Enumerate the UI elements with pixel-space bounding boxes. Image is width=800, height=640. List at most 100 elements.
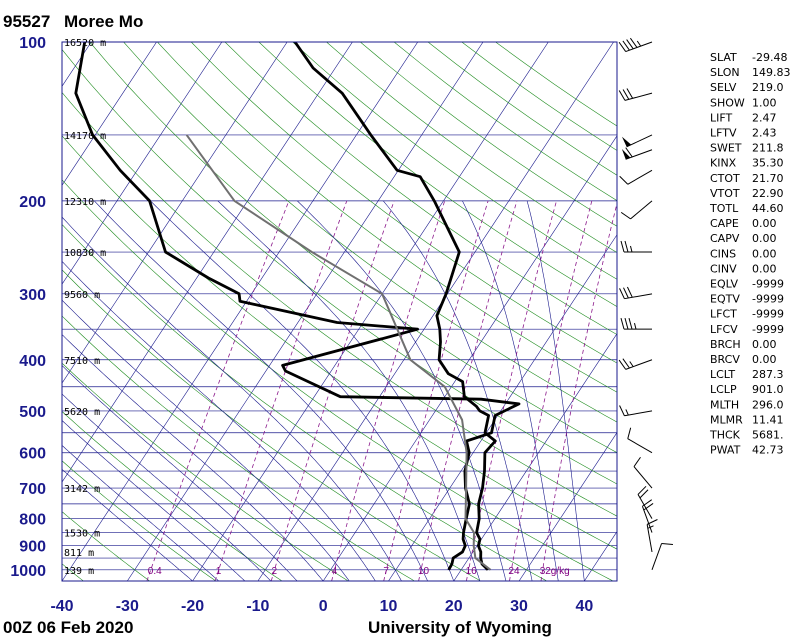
wind-barb-flag	[619, 288, 625, 299]
dry-adiabat	[62, 135, 617, 550]
wind-barb	[618, 37, 653, 53]
moist-adiabat	[62, 393, 272, 581]
index-key: LIFT	[710, 111, 733, 124]
moist-adiabat	[94, 200, 428, 581]
wind-barb	[620, 200, 653, 220]
index-value: -9999	[752, 323, 784, 336]
wind-barb-flag	[618, 90, 626, 101]
wind-barb	[618, 358, 653, 370]
isotherm	[518, 432, 617, 581]
pressure-tick-label: 900	[19, 539, 46, 556]
mixing-ratio-line	[383, 200, 489, 581]
wind-barb	[637, 485, 653, 519]
index-key: THCK	[709, 429, 741, 442]
temperature-tick-label: 20	[445, 598, 463, 615]
dry-adiabat	[62, 49, 617, 485]
station-id: 95527	[3, 12, 50, 31]
index-value: 0.00	[752, 262, 777, 275]
mixing-ratio-label: 1	[216, 566, 222, 577]
isotherm	[62, 42, 288, 384]
dry-adiabat	[190, 42, 617, 364]
dry-adiabat	[89, 42, 617, 453]
wind-barb-half-flag	[634, 323, 637, 330]
wind-barb-flag	[625, 147, 633, 158]
wind-barb-half-flag	[636, 40, 642, 47]
index-key: EQLV	[710, 278, 739, 291]
index-key: SLON	[710, 66, 740, 79]
sounding-traces	[74, 42, 521, 571]
moist-adiabat	[526, 200, 585, 581]
index-key: SWET	[710, 142, 742, 155]
moist-adiabat	[62, 468, 193, 581]
temperature-tick-label: 30	[510, 598, 528, 615]
wind-barb-flag	[626, 286, 633, 298]
wind-barb-flag	[627, 427, 632, 439]
index-value: 21.70	[752, 172, 784, 185]
temperature-tick-label: -30	[116, 598, 139, 615]
dry-adiabat	[62, 411, 283, 581]
isotherm	[62, 42, 223, 285]
index-value: 2.47	[752, 111, 777, 124]
index-key: BRCV	[710, 353, 740, 366]
dry-adiabat	[62, 511, 150, 581]
index-value: 219.0	[752, 81, 784, 94]
index-value: 211.8	[752, 142, 784, 155]
isotherm	[62, 42, 418, 581]
wind-barb	[620, 318, 652, 330]
dry-adiabat	[62, 223, 547, 581]
mixing-ratio-label: 2	[272, 566, 278, 577]
index-value: 149.83	[752, 66, 791, 79]
wind-barb-pennant	[621, 148, 631, 160]
wind-barb-flag	[619, 405, 625, 417]
wind-barb-staff	[633, 466, 653, 489]
mixing-ratio-label: 0.4	[148, 566, 162, 577]
wind-barbs	[618, 37, 673, 570]
dewpoint-trace	[74, 42, 521, 571]
isotherm	[62, 42, 353, 483]
isotherm	[127, 42, 484, 581]
wind-barb-half-flag	[629, 361, 634, 367]
wind-barb-staff	[626, 134, 653, 148]
wind-barb-flag	[622, 40, 630, 51]
wind-barb-flag	[623, 287, 629, 299]
index-key: LFCV	[710, 323, 738, 336]
wind-barb-half-flag	[630, 245, 633, 253]
mixing-ratio-label: 7	[383, 566, 389, 577]
wind-barb	[621, 147, 653, 160]
wind-barb	[621, 134, 653, 148]
moist-adiabat	[217, 200, 481, 581]
dry-adiabat	[157, 42, 617, 393]
index-key: BRCH	[710, 338, 741, 351]
stability-indices: SLAT -29.48 SLON 149.83 SELV 219.0 SHOW 1.00 LIF…	[709, 51, 791, 457]
height-label: 139 m	[64, 566, 94, 577]
dry-adiabat	[62, 362, 349, 581]
index-value: 1.00	[752, 96, 777, 109]
dry-adiabat	[461, 42, 617, 151]
moist-adiabat	[62, 444, 219, 581]
wind-barb-staff	[637, 494, 653, 519]
pressure-tick-label: 200	[19, 194, 46, 211]
dry-adiabat	[224, 42, 617, 335]
index-value: 5681.	[752, 429, 784, 442]
height-label: 811 m	[64, 548, 94, 559]
moist-adiabat	[62, 299, 350, 581]
wind-barb-flag	[637, 485, 647, 495]
wind-barb-flag	[624, 240, 629, 253]
dry-adiabat	[258, 42, 617, 307]
moist-adiabat	[62, 365, 298, 581]
temperature-trace	[292, 42, 497, 571]
pressure-tick-labels: 100 200 300 400 500 600 700 800 900 1000	[10, 35, 46, 580]
index-value: 0.00	[752, 232, 777, 245]
dry-adiabat	[62, 563, 84, 581]
index-value: 0.00	[752, 353, 777, 366]
index-key: KINX	[710, 157, 737, 170]
wind-barb	[651, 543, 673, 570]
pressure-tick-label: 500	[19, 404, 46, 421]
index-value: 44.60	[752, 202, 784, 215]
wind-barb-staff	[625, 359, 653, 370]
wind-barb-flag	[626, 39, 634, 50]
wind-barb-flag	[622, 89, 630, 100]
pressure-tick-label: 100	[19, 35, 46, 52]
wind-barb	[618, 88, 653, 101]
